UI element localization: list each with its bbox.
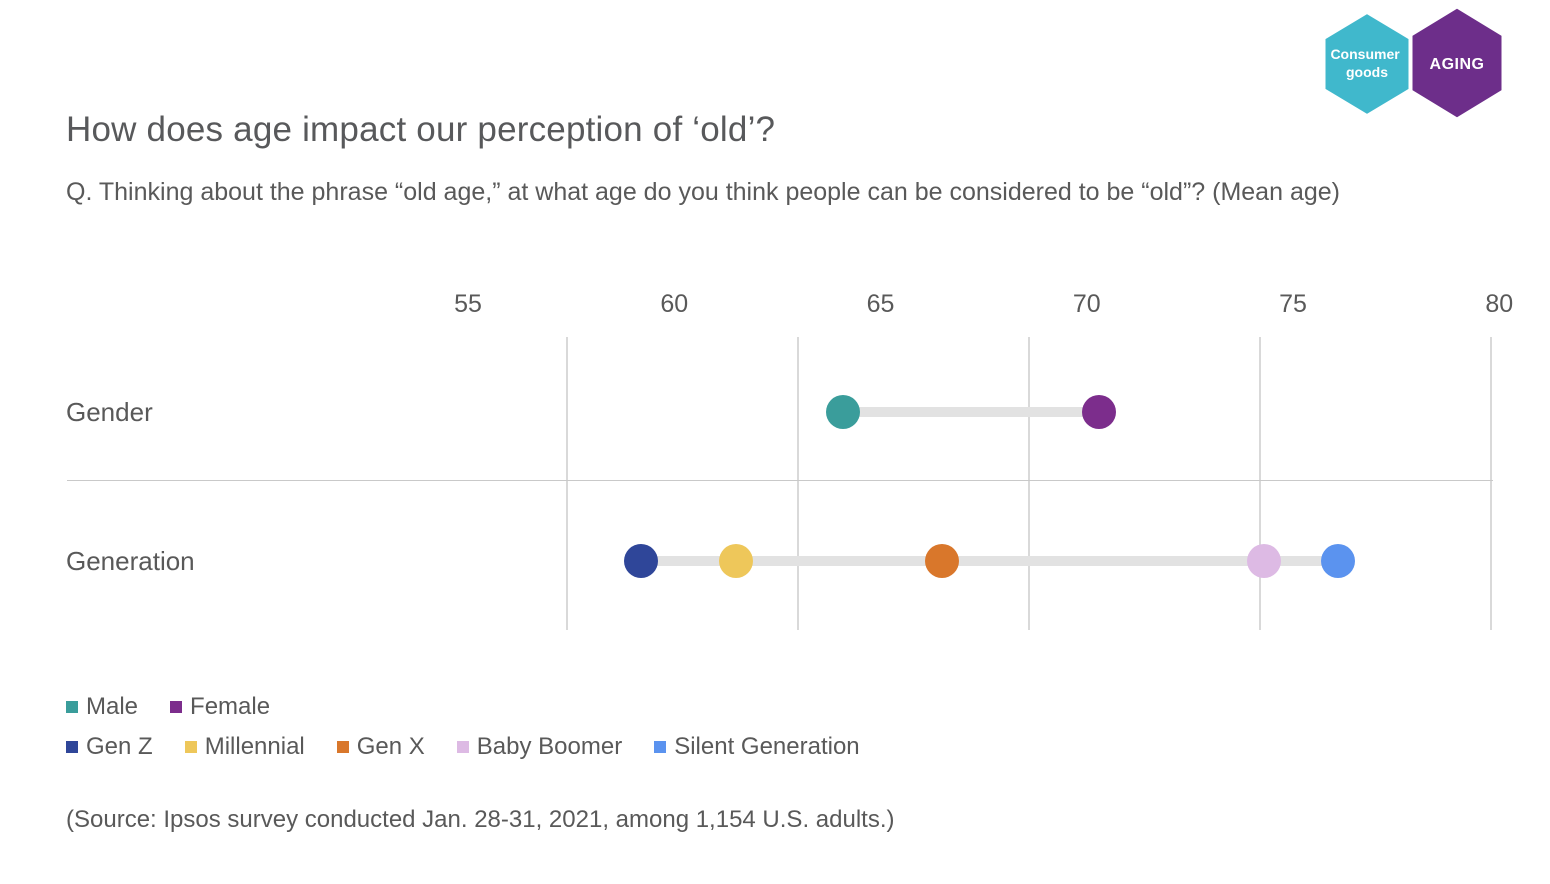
dot-gen-x <box>925 544 960 578</box>
legend-label: Male <box>86 693 139 720</box>
row-label-gender: Gender <box>66 397 153 427</box>
range-connector-gender <box>843 407 1100 417</box>
aging-label: AGING <box>1430 56 1485 73</box>
legend-swatch-icon <box>654 741 667 753</box>
page-title: How does age impact our perception of ‘o… <box>66 110 776 149</box>
source-note: (Source: Ipsos survey conducted Jan. 28-… <box>66 806 895 833</box>
gridline-4 <box>1490 337 1492 630</box>
row-label-generation: Generation <box>66 546 195 576</box>
dot-silent-generation <box>1321 544 1356 578</box>
legend-item-millennial: Millennial <box>184 733 305 761</box>
x-axis-tick-60: 60 <box>660 290 689 318</box>
legend-swatch-icon <box>456 741 469 753</box>
ipsos-hexagon-logo: Consumer goods AGING <box>1323 5 1505 121</box>
legend-swatch-icon <box>336 741 349 753</box>
range-connector-generation <box>641 556 1339 566</box>
legend-label: Gen Z <box>86 733 153 760</box>
gridline-0 <box>566 337 568 630</box>
dot-female <box>1082 395 1117 429</box>
gridline-3 <box>1259 337 1261 630</box>
legend-row-gender: Male Female <box>66 692 860 722</box>
x-axis-tick-55: 55 <box>454 290 482 318</box>
legend-label: Millennial <box>204 733 305 760</box>
dot-baby-boomer <box>1247 544 1282 578</box>
row-separator <box>67 480 1493 481</box>
dot-male <box>826 395 861 429</box>
legend-item-gen-x: Gen X <box>336 733 425 761</box>
legend-label: Female <box>190 693 271 720</box>
legend-swatch-icon <box>66 741 78 753</box>
legend-label: Baby Boomer <box>476 733 623 760</box>
x-axis-tick-70: 70 <box>1072 290 1101 318</box>
legend-item-male: Male <box>66 693 138 721</box>
aging-hexagon <box>1409 5 1505 121</box>
question-subtitle: Q. Thinking about the phrase “old age,” … <box>66 178 1340 206</box>
gridline-2 <box>1028 337 1030 630</box>
legend-item-silent-generation: Silent Generation <box>654 733 860 761</box>
legend-item-gen-z: Gen Z <box>66 733 153 761</box>
gridline-1 <box>797 337 799 630</box>
legend-row-generation: Gen Z Millennial Gen X Baby Boomer Silent Ge… <box>66 732 860 762</box>
legend-swatch-icon <box>184 741 197 753</box>
legend-label: Gen X <box>356 733 425 760</box>
x-axis-tick-65: 65 <box>866 290 895 318</box>
legend-item-female: Female <box>170 693 270 721</box>
legend-swatch-icon <box>66 701 78 713</box>
x-axis-tick-75: 75 <box>1279 290 1307 318</box>
chart-legend: Male Female Gen Z Millennial Gen X Baby Boome… <box>66 692 860 772</box>
dot-gen-z <box>624 544 659 578</box>
consumer-goods-label: Consumer goods <box>1330 46 1403 80</box>
dot-millennial <box>719 544 754 578</box>
x-axis-tick-80: 80 <box>1485 290 1514 318</box>
legend-swatch-icon <box>170 701 183 713</box>
legend-label: Silent Generation <box>674 733 860 760</box>
legend-item-baby-boomer: Baby Boomer <box>456 733 623 761</box>
